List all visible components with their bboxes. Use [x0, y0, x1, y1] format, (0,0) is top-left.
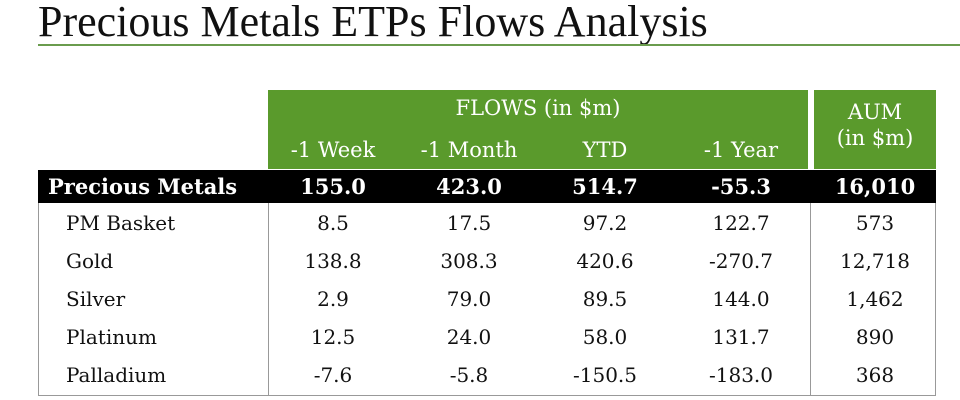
aum-header-line2: (in $m): [836, 126, 914, 150]
table-cell: 8.5: [317, 211, 349, 235]
table-cell: 122.7: [712, 211, 770, 235]
table-cell: 1,462: [846, 287, 904, 311]
table-body-right-border: [935, 203, 936, 396]
column-header-ytd: YTD: [582, 138, 628, 162]
table-cell: 24.0: [446, 325, 492, 349]
table-cell: 58.0: [582, 325, 628, 349]
summary-value-aum: 16,010: [834, 174, 916, 199]
column-separator: [810, 203, 811, 396]
row-label: Gold: [66, 249, 114, 273]
summary-value-ytd: 514.7: [572, 174, 638, 199]
table-cell: 89.5: [582, 287, 628, 311]
summary-label: Precious Metals: [48, 174, 238, 199]
table-cell: 131.7: [712, 325, 770, 349]
column-header-year: -1 Year: [703, 138, 779, 162]
aum-header-line1: AUM: [847, 100, 903, 124]
table-cell: 12.5: [310, 325, 356, 349]
table-cell: 2.9: [317, 287, 349, 311]
flows-header: [268, 90, 808, 169]
table-cell: -7.6: [313, 363, 353, 387]
row-label: Palladium: [66, 363, 167, 387]
table-cell: -150.5: [572, 363, 637, 387]
table-cell: 17.5: [446, 211, 492, 235]
row-label: PM Basket: [66, 211, 176, 235]
table-cell: 420.6: [576, 249, 634, 273]
table-cell: -270.7: [708, 249, 773, 273]
column-header-week: -1 Week: [290, 138, 376, 162]
table-cell: 890: [855, 325, 895, 349]
column-header-month: -1 Month: [420, 138, 518, 162]
flows-header-label: FLOWS (in $m): [455, 96, 621, 120]
page-title: Precious Metals ETPs Flows Analysis: [38, 0, 708, 46]
summary-row: [38, 170, 936, 203]
column-separator: [268, 203, 269, 396]
summary-value-week: 155.0: [300, 174, 366, 199]
table-cell: 368: [855, 363, 895, 387]
title-divider: [38, 44, 960, 46]
table-cell: 308.3: [440, 249, 498, 273]
table-cell: -5.8: [449, 363, 489, 387]
table-cell: 12,718: [840, 249, 910, 273]
aum-header: [814, 90, 936, 169]
table-body: [38, 203, 936, 396]
table-cell: 79.0: [446, 287, 492, 311]
row-label: Silver: [66, 287, 126, 311]
table-cell: -183.0: [708, 363, 773, 387]
summary-value-month: 423.0: [436, 174, 502, 199]
summary-value-year: -55.3: [711, 174, 771, 199]
table-cell: 573: [855, 211, 895, 235]
table-cell: 144.0: [712, 287, 770, 311]
table-cell: 138.8: [304, 249, 362, 273]
row-label: Platinum: [66, 325, 157, 349]
table-cell: 97.2: [582, 211, 628, 235]
